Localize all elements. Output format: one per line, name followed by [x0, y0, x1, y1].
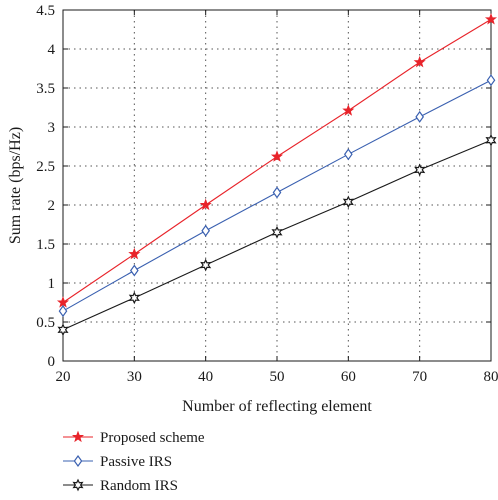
x-tick-label: 50 — [270, 369, 285, 385]
star-marker — [484, 12, 498, 25]
x-tick-label: 30 — [127, 369, 142, 385]
y-tick-label: 0 — [48, 354, 56, 370]
y-tick-label: 1.5 — [36, 237, 55, 253]
y-tick-label: 4.5 — [36, 3, 55, 19]
diamond-marker — [73, 454, 83, 468]
x-axis-label: Number of reflecting element — [182, 398, 372, 415]
y-tick-label: 3 — [48, 120, 56, 136]
grid-lines — [63, 10, 491, 361]
y-tick-label: 4 — [48, 42, 56, 58]
y-tick-label: 1 — [48, 276, 56, 292]
diamond-marker — [415, 110, 425, 123]
legend: Proposed scheme Passive IRS Random IRS — [63, 430, 205, 494]
diamond-marker — [272, 186, 282, 199]
axis-ticks: 20 30 40 50 60 70 80 0 0.5 1 1.5 2 2.5 3 3.5 4 4.5 — [36, 3, 498, 385]
hexagram-marker — [72, 478, 84, 492]
y-tick-label: 0.5 — [36, 315, 55, 331]
y-axis-label: Sum rate (bps/Hz) — [7, 127, 24, 244]
legend-label: Proposed scheme — [100, 430, 205, 446]
diamond-marker — [486, 74, 496, 87]
star-marker — [199, 198, 212, 211]
x-tick-label: 70 — [412, 369, 427, 385]
hexagram-marker — [485, 133, 497, 147]
hexagram-marker — [128, 291, 140, 305]
legend-label: Random IRS — [100, 478, 178, 494]
hexagram-marker — [200, 258, 212, 272]
diamond-marker — [129, 264, 139, 277]
hexagram-marker — [271, 225, 283, 239]
y-tick-label: 2 — [48, 198, 56, 214]
star-marker — [71, 430, 85, 443]
y-tick-label: 3.5 — [36, 81, 55, 97]
star-marker — [128, 247, 141, 260]
diamond-marker — [343, 148, 353, 161]
star-marker — [270, 150, 284, 162]
hexagram-marker — [414, 163, 426, 177]
diamond-marker — [58, 305, 68, 318]
hexagram-marker — [57, 323, 69, 337]
star-marker — [56, 296, 70, 308]
y-tick-label: 2.5 — [36, 159, 55, 175]
hexagram-marker — [342, 195, 354, 209]
x-tick-label: 60 — [341, 369, 356, 385]
x-tick-label: 80 — [484, 369, 498, 385]
legend-label: Passive IRS — [100, 454, 172, 470]
series-line — [62, 18, 492, 303]
x-tick-label: 20 — [56, 369, 71, 385]
star-marker — [413, 55, 426, 68]
diamond-marker — [201, 224, 211, 237]
series-group — [56, 12, 498, 337]
star-marker — [342, 104, 355, 116]
x-tick-label: 40 — [198, 369, 213, 385]
